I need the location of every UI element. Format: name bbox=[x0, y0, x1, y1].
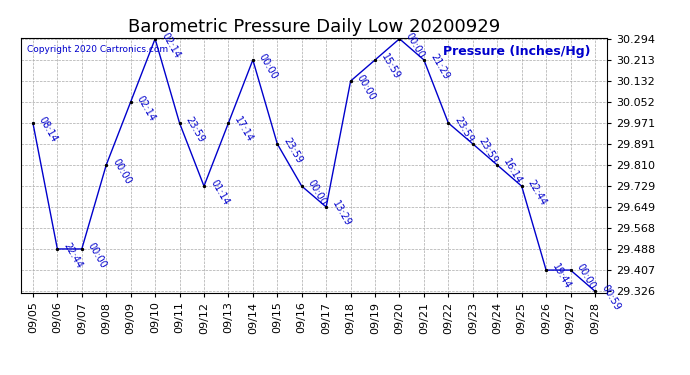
Point bbox=[345, 78, 356, 84]
Text: 23:59: 23:59 bbox=[453, 115, 475, 144]
Point bbox=[565, 267, 576, 273]
Point bbox=[296, 183, 307, 189]
Text: 19:44: 19:44 bbox=[550, 262, 573, 291]
Text: 23:59: 23:59 bbox=[184, 115, 206, 144]
Point bbox=[589, 288, 600, 294]
Text: 00:00: 00:00 bbox=[355, 73, 377, 102]
Point bbox=[370, 57, 381, 63]
Text: 16:14: 16:14 bbox=[502, 157, 524, 186]
Text: 00:00: 00:00 bbox=[86, 241, 108, 270]
Text: 00:00: 00:00 bbox=[257, 52, 279, 81]
Point bbox=[150, 36, 161, 42]
Text: 08:14: 08:14 bbox=[37, 115, 59, 144]
Point bbox=[28, 120, 39, 126]
Text: 00:00: 00:00 bbox=[575, 262, 598, 291]
Text: 02:14: 02:14 bbox=[159, 31, 182, 60]
Point bbox=[272, 141, 283, 147]
Point bbox=[394, 36, 405, 42]
Text: 02:14: 02:14 bbox=[135, 94, 157, 123]
Point bbox=[516, 183, 527, 189]
Text: 23:59: 23:59 bbox=[282, 136, 304, 165]
Title: Barometric Pressure Daily Low 20200929: Barometric Pressure Daily Low 20200929 bbox=[128, 18, 500, 36]
Point bbox=[101, 162, 112, 168]
Point bbox=[174, 120, 185, 126]
Text: 23:59: 23:59 bbox=[477, 136, 500, 165]
Point bbox=[77, 246, 88, 252]
Point bbox=[492, 162, 503, 168]
Text: 17:14: 17:14 bbox=[233, 115, 255, 144]
Text: 13:29: 13:29 bbox=[331, 199, 353, 228]
Text: 22:44: 22:44 bbox=[61, 241, 84, 270]
Text: Pressure (Inches/Hg): Pressure (Inches/Hg) bbox=[443, 45, 591, 58]
Point bbox=[223, 120, 234, 126]
Point bbox=[540, 267, 551, 273]
Text: 00:00: 00:00 bbox=[110, 157, 133, 186]
Text: 00:59: 00:59 bbox=[599, 284, 622, 312]
Point bbox=[125, 99, 136, 105]
Point bbox=[418, 57, 429, 63]
Point bbox=[199, 183, 210, 189]
Point bbox=[467, 141, 478, 147]
Point bbox=[321, 204, 332, 210]
Text: 01:14: 01:14 bbox=[208, 178, 230, 207]
Point bbox=[247, 57, 258, 63]
Text: 00:00: 00:00 bbox=[306, 178, 328, 207]
Point bbox=[443, 120, 454, 126]
Text: 22:44: 22:44 bbox=[526, 178, 549, 208]
Text: Copyright 2020 Cartronics.com: Copyright 2020 Cartronics.com bbox=[26, 45, 168, 54]
Text: 21:29: 21:29 bbox=[428, 52, 451, 81]
Text: 00:00: 00:00 bbox=[404, 31, 426, 60]
Point bbox=[52, 246, 63, 252]
Text: 15:59: 15:59 bbox=[380, 52, 402, 81]
